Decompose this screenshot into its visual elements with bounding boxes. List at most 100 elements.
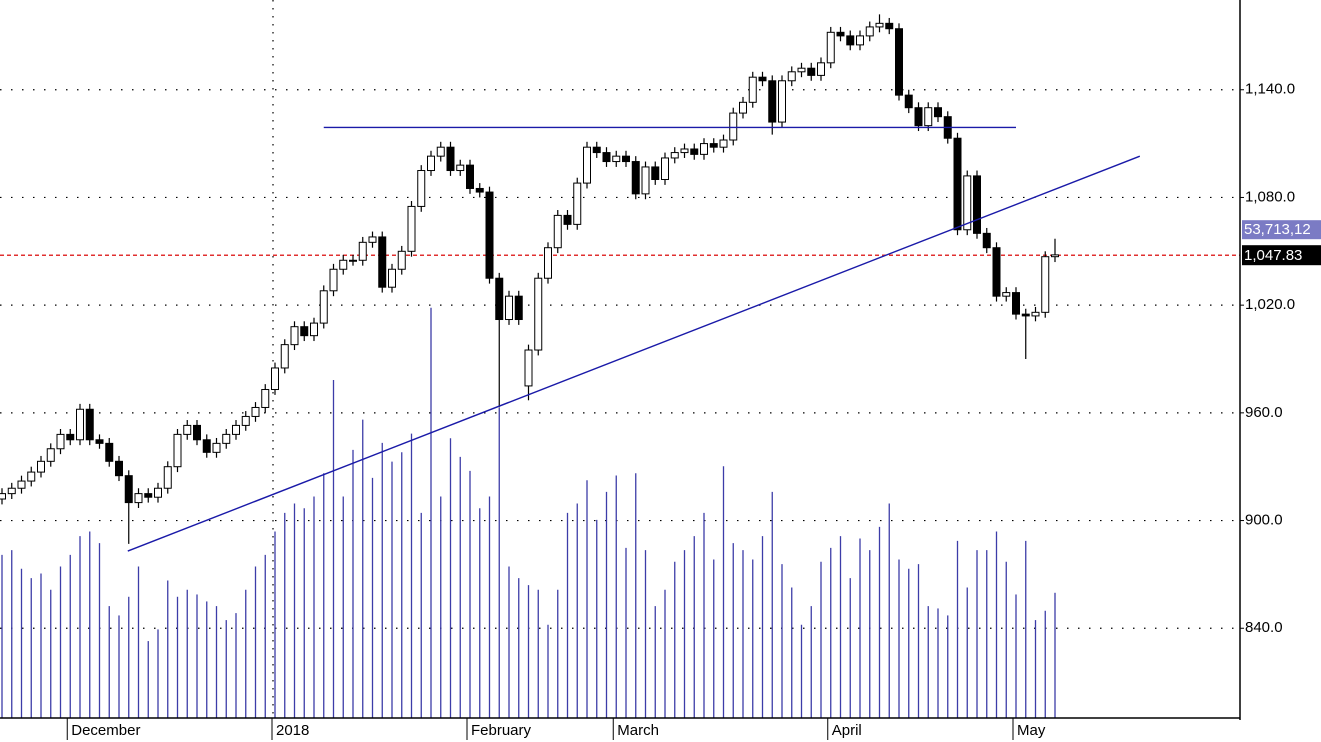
candle-down (485, 191, 494, 279)
candle-up (232, 424, 240, 435)
candle-down (115, 460, 123, 477)
candle-up (553, 214, 562, 249)
candle-up (0, 493, 6, 500)
y-tick-label: 1,080.0 (1245, 188, 1295, 205)
candle-down (631, 161, 640, 195)
candle-up (358, 241, 367, 261)
candle-up (368, 236, 377, 243)
x-tick-label: April (832, 722, 862, 739)
x-tick-label: May (1017, 722, 1046, 739)
x-tick-label: December (71, 722, 140, 739)
candle-down (622, 155, 630, 163)
candle-up (729, 112, 738, 141)
candle-down (105, 442, 114, 462)
candle-up (56, 433, 65, 450)
candle-down (982, 232, 991, 249)
candle-up (1031, 311, 1040, 317)
candle-up (37, 460, 45, 473)
candle-up (271, 367, 279, 391)
candle-down (85, 408, 94, 441)
candle-down (514, 295, 523, 321)
candle-down (895, 28, 903, 96)
candle-down (690, 148, 699, 155)
candle-up (1041, 256, 1050, 313)
candle-up (797, 67, 806, 73)
candle-down (95, 439, 104, 444)
candle-down (885, 22, 894, 30)
candle-up (856, 35, 864, 46)
candle-up (534, 277, 543, 351)
candle-up (865, 26, 874, 37)
candle-up (173, 433, 182, 468)
candle-up (612, 155, 621, 163)
candle-up (134, 493, 143, 504)
candle-up (583, 146, 591, 184)
candle-up (544, 247, 552, 279)
candle-down (144, 493, 153, 498)
candle-down (992, 247, 1001, 297)
candle-down (466, 164, 474, 189)
candle-up (280, 344, 289, 369)
candle-down (66, 433, 75, 441)
candle-up (505, 295, 513, 321)
candle-up (46, 448, 55, 462)
candle-down (446, 146, 455, 172)
candle-down (495, 277, 504, 321)
candle-up (241, 415, 250, 426)
candle-down (904, 94, 913, 109)
candle-up (251, 406, 260, 417)
candle-up (661, 157, 669, 181)
candle-up (787, 71, 796, 82)
trend-line (127, 155, 1141, 552)
candle-up (349, 259, 357, 262)
x-tick-label: February (471, 722, 532, 739)
candle-down (124, 475, 133, 504)
candle-up (17, 480, 26, 489)
y-tick-label: 1,020.0 (1245, 296, 1295, 313)
candle-down (1021, 313, 1030, 317)
candle-up (778, 80, 786, 123)
candle-down (914, 107, 923, 127)
candle-up (76, 408, 84, 441)
candle-down (651, 166, 660, 180)
candle-up (436, 146, 445, 157)
candle-up (826, 31, 835, 64)
candle-down (1012, 292, 1020, 315)
candle-up (261, 389, 270, 408)
candle-up (963, 175, 972, 231)
candle-up (310, 322, 318, 337)
x-tick-label: March (617, 722, 659, 739)
candle-up (573, 182, 582, 225)
candle-up (339, 259, 348, 270)
candle-down (709, 143, 718, 148)
y-tick-label: 960.0 (1245, 404, 1283, 421)
y-tick-label: 1,140.0 (1245, 81, 1295, 98)
candle-up (524, 349, 533, 387)
candle-up (397, 250, 406, 270)
candle-up (1051, 254, 1059, 258)
candle-up (680, 148, 689, 154)
candle-up (212, 442, 221, 453)
candle-up (748, 76, 757, 103)
candle-down (378, 236, 387, 288)
candle-up (329, 268, 338, 292)
candle-up (222, 433, 231, 444)
candle-down (592, 146, 601, 154)
candle-up (388, 268, 396, 288)
candle-up (719, 139, 728, 148)
candle-up (924, 107, 933, 127)
candle-up (183, 424, 192, 435)
candle-down (563, 214, 572, 225)
candle-down (973, 175, 981, 234)
candle-down (934, 107, 942, 118)
candle-down (602, 152, 611, 163)
volume-label: 53,713,12 (1244, 221, 1311, 238)
candle-down (846, 35, 855, 46)
candle-up (670, 152, 679, 159)
volume-label-box (1242, 220, 1321, 240)
candle-down (202, 439, 211, 453)
candle-up (875, 22, 884, 28)
